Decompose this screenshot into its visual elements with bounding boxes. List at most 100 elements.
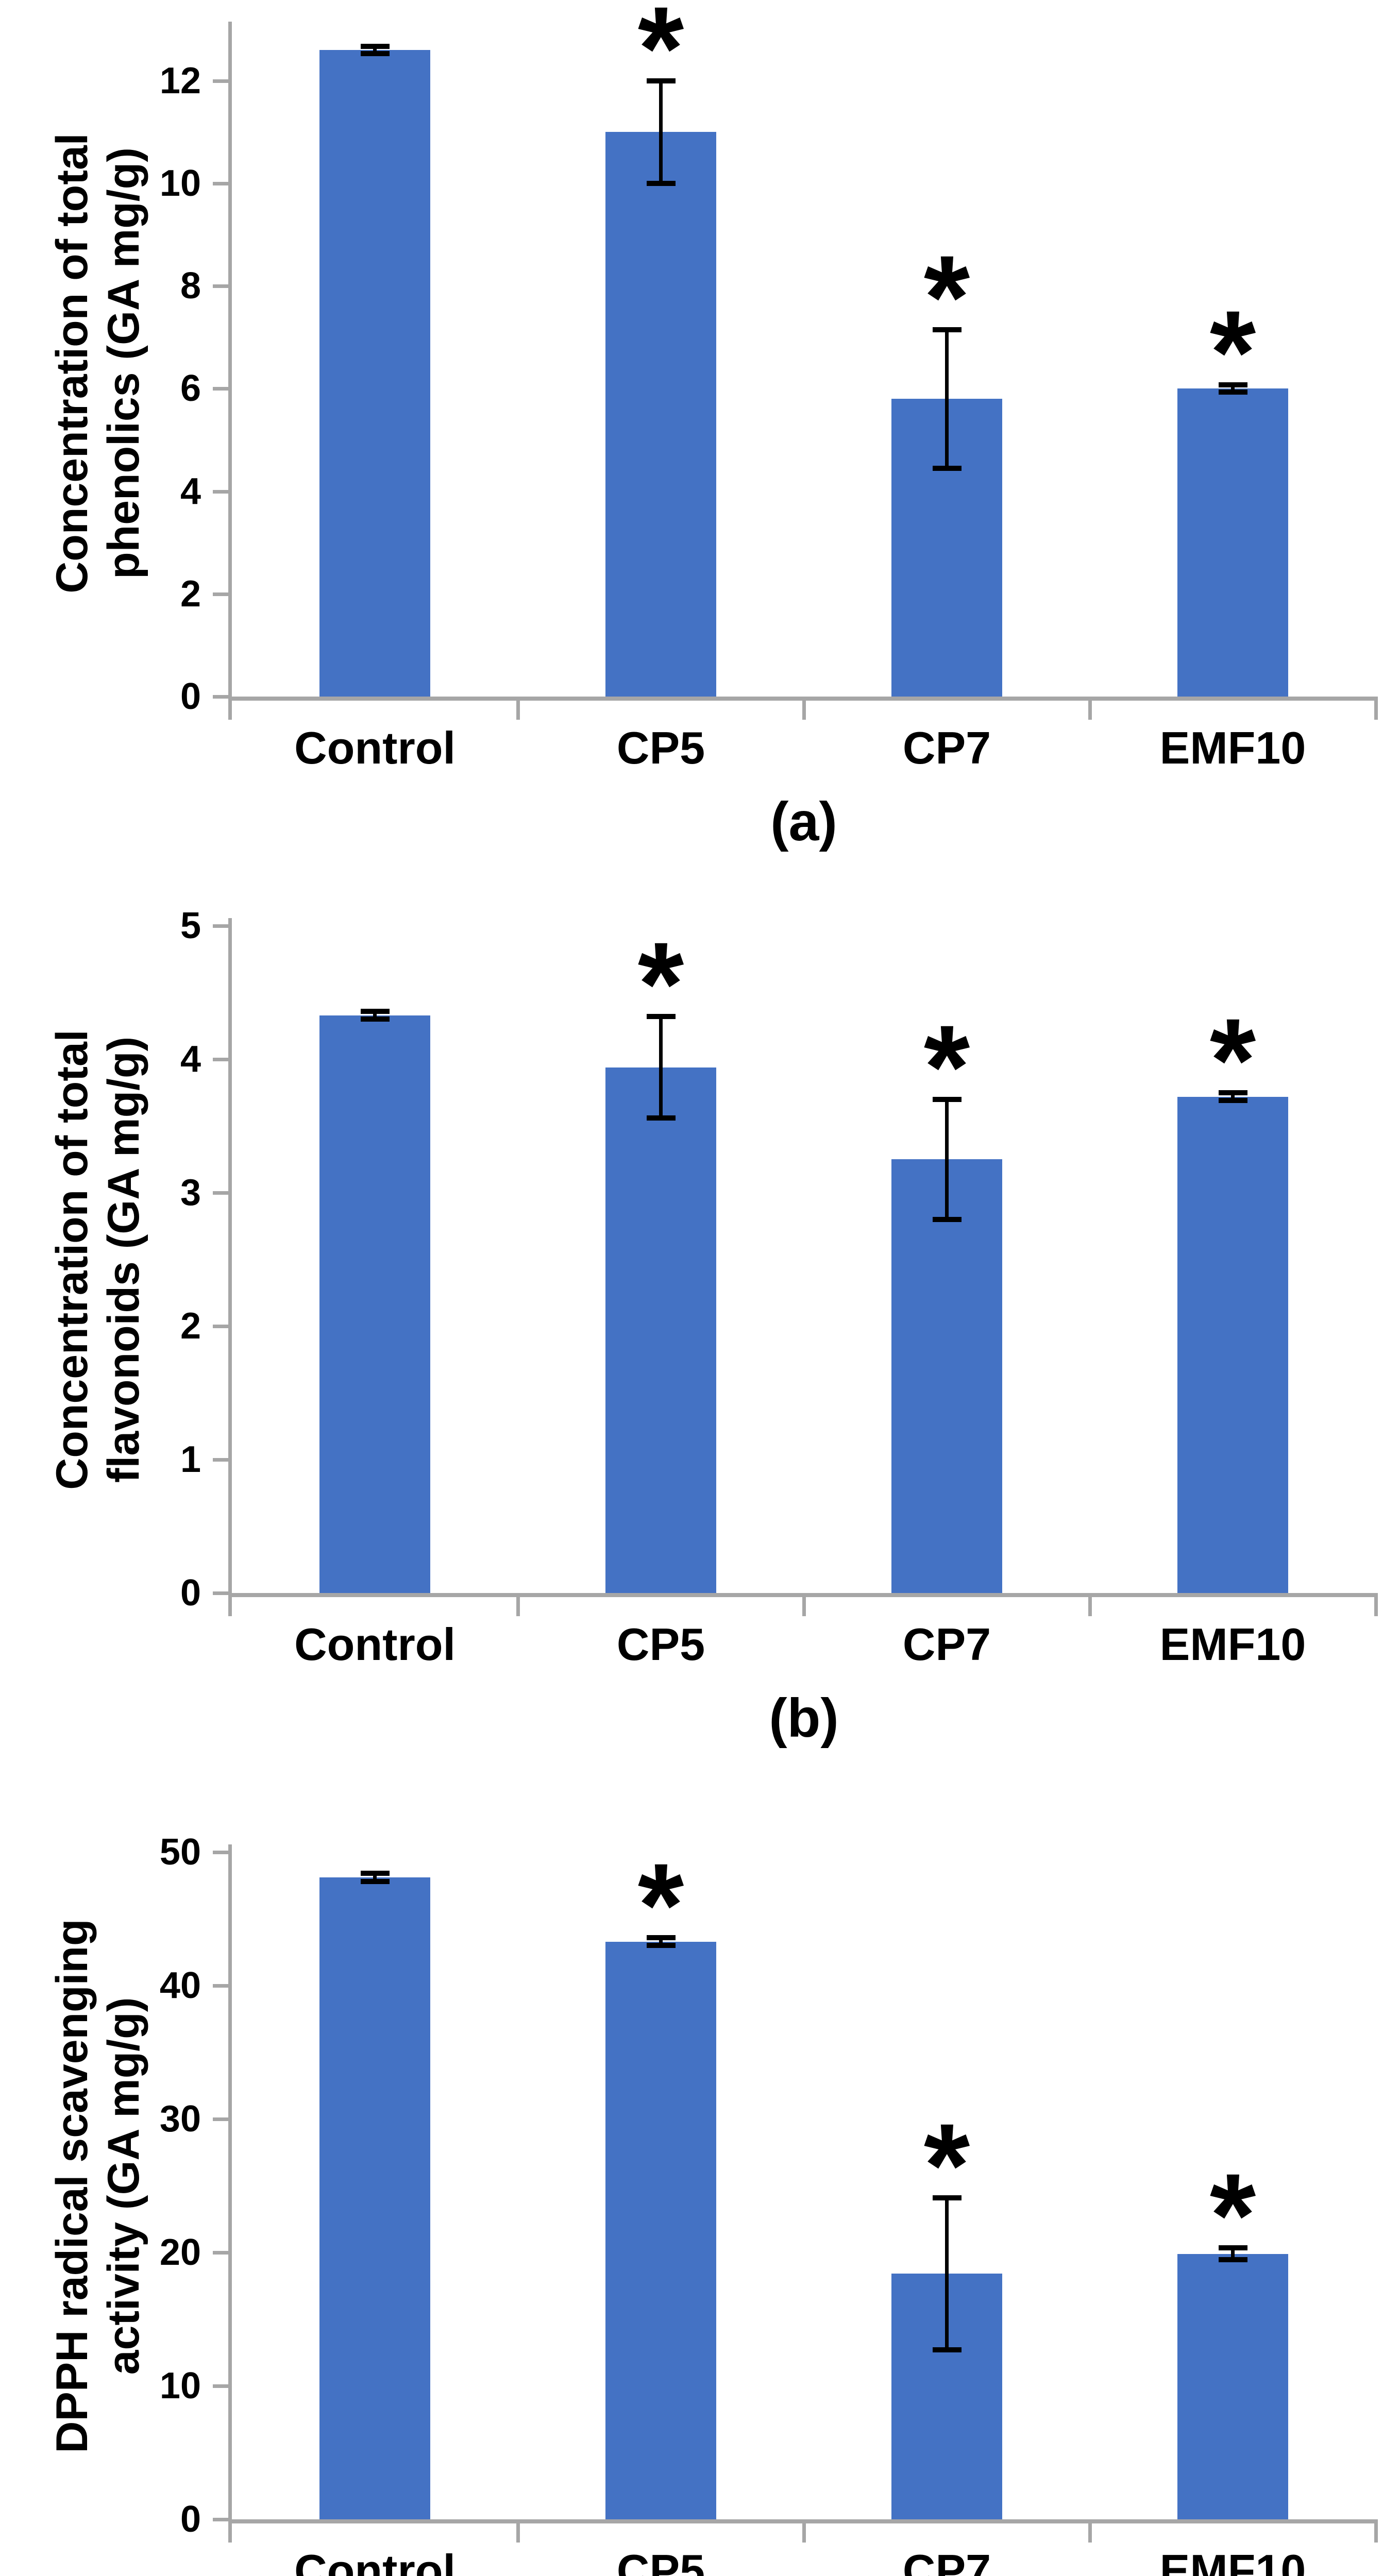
y-tick-label: 40 <box>159 1965 201 2006</box>
x-axis-boundary-tick <box>516 1593 520 1616</box>
error-bar-cap-bottom <box>1218 389 1247 395</box>
plot-area: 0 1 2 3 4 5 Control * CP5 * CP7 * EMF10 <box>180 906 1378 1669</box>
y-axis-line <box>228 918 232 1616</box>
significance-asterisk: * <box>923 1000 970 1133</box>
y-tick-label: 4 <box>180 470 201 512</box>
bar-emf10 <box>1177 2253 1288 2519</box>
y-tick-label: 2 <box>180 573 201 615</box>
x-axis-line <box>228 1593 1376 1597</box>
significance-asterisk: * <box>1209 993 1256 1126</box>
y-axis-tick <box>213 2384 228 2388</box>
error-bar-line <box>945 2197 949 2350</box>
y-axis-tick <box>213 181 228 185</box>
y-axis-tick <box>213 1058 228 1061</box>
x-axis-label-control: Control <box>294 2545 456 2576</box>
error-bar-cap-top <box>360 1871 390 1876</box>
y-tick-label: 2 <box>180 1306 201 1347</box>
y-tick-label: 8 <box>180 265 201 307</box>
x-axis-label-cp5: CP5 <box>616 2545 705 2576</box>
y-axis-line <box>228 1844 232 2543</box>
error-bar-cap-bottom <box>360 50 390 56</box>
x-axis-label-control: Control <box>294 722 456 773</box>
error-bar-line <box>659 1937 663 1946</box>
panel-caption: (a) <box>770 791 837 852</box>
x-axis-label-emf10: EMF10 <box>1159 2545 1306 2576</box>
error-bar-cap-bottom <box>932 465 962 471</box>
y-axis-tick <box>213 79 228 83</box>
error-bar-cap-bottom <box>932 2347 962 2353</box>
error-bar-line <box>945 1099 949 1219</box>
y-tick-label: 10 <box>159 2365 201 2406</box>
error-bar-line <box>373 1011 377 1020</box>
error-bar-cap-top <box>360 43 390 49</box>
error-bar-cap-top <box>646 78 676 83</box>
error-bar-line <box>1231 2247 1235 2260</box>
error-bar-line <box>373 1873 377 1882</box>
x-axis-label-control: Control <box>294 1619 456 1670</box>
y-tick-label: 4 <box>180 1039 201 1080</box>
y-axis-tick <box>213 1191 228 1195</box>
y-tick-label: 3 <box>180 1172 201 1213</box>
error-bar-cap-top <box>1218 1090 1247 1095</box>
error-bar-cap-top <box>932 2195 962 2200</box>
y-axis-tick <box>213 2251 228 2255</box>
y-axis-title-line: flavonoids (GA mg/g) <box>99 1036 148 1483</box>
y-axis-tick <box>213 695 228 699</box>
y-tick-label: 0 <box>180 1572 201 1614</box>
y-axis-tick <box>213 924 228 928</box>
error-bar-cap-top <box>932 327 962 332</box>
significance-asterisk: * <box>637 1838 684 1971</box>
y-axis-tick <box>213 284 228 289</box>
chart-b-total-flavonoids: Concentration of total flavonoids (GA mg/… <box>0 896 1383 1793</box>
error-bar-line <box>659 80 663 183</box>
bar-cp7 <box>891 1159 1002 1593</box>
y-axis-tick <box>213 2518 228 2521</box>
y-tick-label: 0 <box>180 2499 201 2540</box>
error-bar-cap-bottom <box>1218 1098 1247 1104</box>
y-axis-tick <box>213 1458 228 1462</box>
plot-area: 0 10 20 30 40 50 Control * CP5 * CP7 * EMF10 <box>160 1833 1378 2576</box>
error-bar-line <box>1231 1092 1235 1101</box>
y-axis-tick <box>213 387 228 391</box>
significance-asterisk: * <box>637 918 684 1050</box>
y-tick-label: 6 <box>180 368 201 410</box>
error-bar-cap-bottom <box>932 1216 962 1222</box>
significance-asterisk: * <box>1209 286 1256 419</box>
y-tick-label: 12 <box>159 60 201 101</box>
y-axis-tick <box>213 1851 228 1854</box>
y-axis-tick <box>213 489 228 494</box>
x-axis-label-cp5: CP5 <box>616 1619 705 1670</box>
error-bar-cap-bottom <box>646 180 676 186</box>
y-tick-label: 20 <box>159 2232 201 2273</box>
error-bar-cap-bottom <box>360 1878 390 1884</box>
y-tick-label: 0 <box>180 676 201 717</box>
y-axis-title-line: Concentration of total <box>47 132 97 594</box>
error-bar-cap-top <box>360 1008 390 1014</box>
x-axis-boundary-tick <box>516 2519 520 2543</box>
bar-control <box>319 49 430 697</box>
error-bar-cap-top <box>932 1096 962 1102</box>
bar-control <box>319 1877 430 2519</box>
bar-cp5 <box>605 1067 716 1593</box>
significance-asterisk: * <box>923 230 970 363</box>
x-axis-label-emf10: EMF10 <box>1159 722 1306 773</box>
x-axis-label-cp5: CP5 <box>616 722 705 773</box>
y-tick-label: 30 <box>159 2098 201 2140</box>
y-tick-label: 10 <box>159 162 201 204</box>
y-axis-title-line: activity (GA mg/g) <box>99 1997 148 2375</box>
x-axis-boundary-tick <box>1088 2519 1092 2543</box>
x-axis-line <box>228 2519 1376 2523</box>
x-axis-boundary-tick <box>1374 1593 1378 1616</box>
y-tick-label: 1 <box>180 1439 201 1480</box>
error-bar-line <box>373 46 377 54</box>
x-axis-boundary-tick <box>1374 2519 1378 2543</box>
error-bar-line <box>1231 385 1235 393</box>
x-axis-boundary-tick <box>802 1593 806 1616</box>
y-axis-title: DPPH radical scavenging activity (GA mg/g… <box>46 1810 149 2562</box>
x-axis-boundary-tick <box>1374 697 1378 720</box>
significance-asterisk: * <box>1209 2148 1256 2281</box>
error-bar-line <box>945 329 949 468</box>
x-axis-boundary-tick <box>1088 697 1092 720</box>
error-bar-cap-top <box>646 1014 676 1020</box>
y-axis-tick <box>213 1325 228 1328</box>
